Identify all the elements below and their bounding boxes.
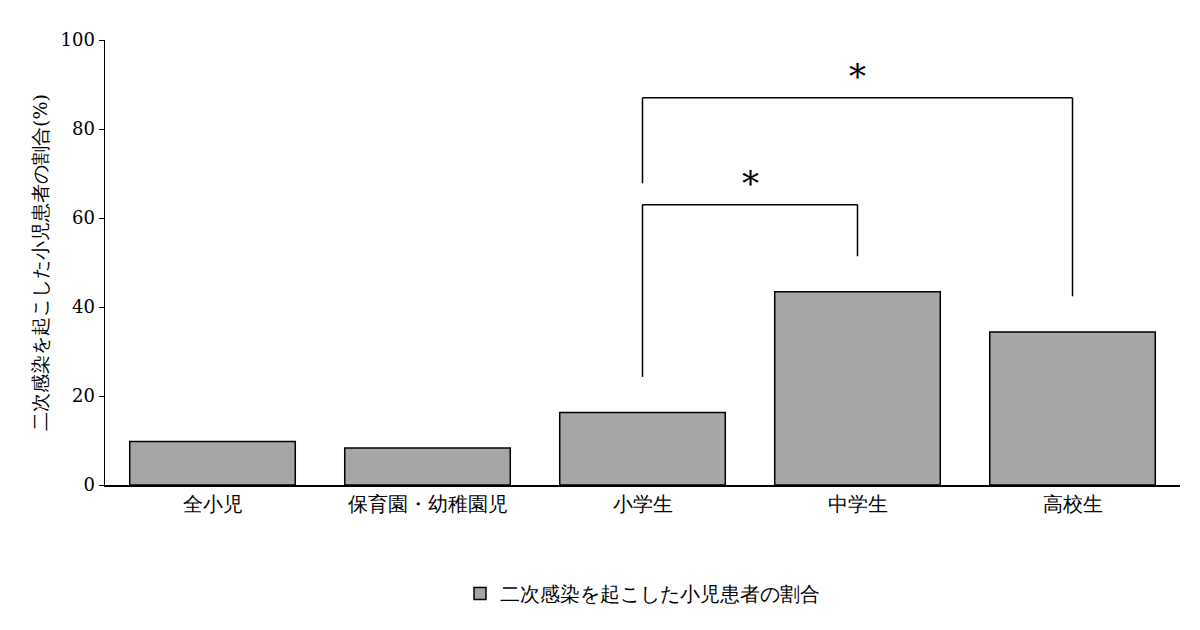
svg-text:*: *: [742, 163, 759, 203]
svg-text:二次感染を起こした小児患者の割合: 二次感染を起こした小児患者の割合: [500, 582, 820, 606]
svg-text:40: 40: [72, 296, 95, 317]
svg-text:中学生: 中学生: [828, 492, 888, 516]
svg-text:*: *: [849, 56, 866, 96]
svg-text:20: 20: [72, 385, 95, 406]
svg-text:高校生: 高校生: [1043, 492, 1103, 516]
svg-text:小学生: 小学生: [613, 492, 673, 516]
svg-text:0: 0: [83, 474, 94, 495]
svg-text:60: 60: [72, 207, 95, 228]
svg-text:全小児: 全小児: [183, 492, 243, 516]
svg-text:100: 100: [61, 29, 95, 50]
svg-text:二次感染を起こした小児患者の割合(%): 二次感染を起こした小児患者の割合(%): [29, 94, 51, 431]
svg-text:80: 80: [72, 118, 95, 139]
svg-text:保育園・幼稚園児: 保育園・幼稚園児: [348, 492, 508, 516]
